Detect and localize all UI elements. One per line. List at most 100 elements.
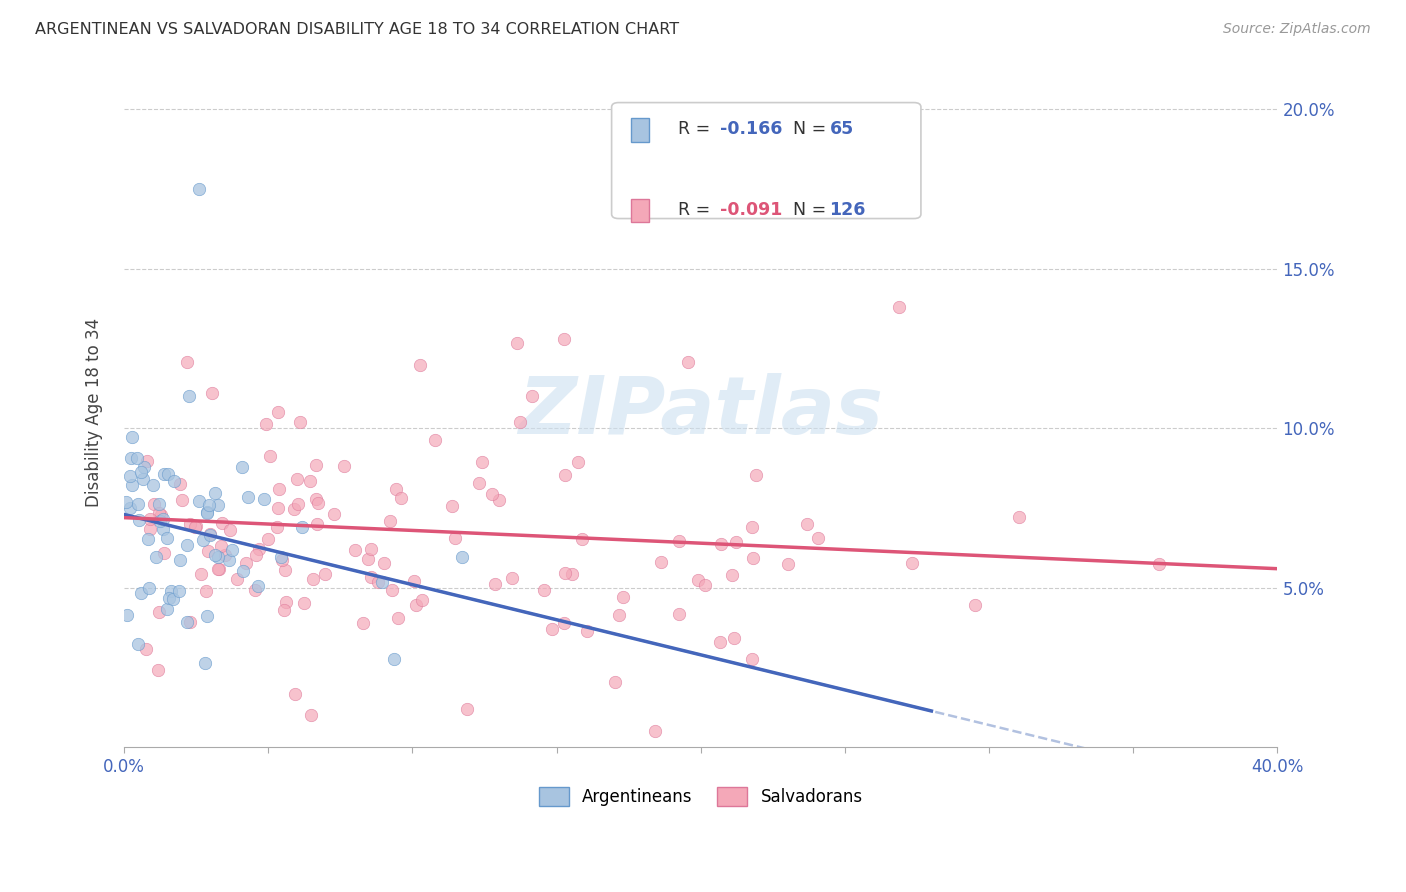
Point bbox=[148, 664, 170, 678]
Point bbox=[152, 512, 174, 526]
Point bbox=[121, 430, 143, 444]
Point bbox=[1008, 510, 1031, 524]
Point bbox=[408, 358, 430, 372]
Point bbox=[284, 688, 307, 702]
Point bbox=[129, 465, 152, 479]
Point bbox=[257, 533, 280, 547]
Point bbox=[148, 506, 170, 520]
Point bbox=[553, 616, 575, 631]
Point bbox=[142, 497, 165, 511]
Point bbox=[443, 531, 465, 545]
Point bbox=[741, 652, 763, 666]
Point bbox=[283, 502, 305, 516]
Point bbox=[198, 526, 221, 541]
Point bbox=[273, 602, 295, 616]
Point bbox=[259, 449, 281, 463]
Point bbox=[132, 472, 155, 486]
Point bbox=[741, 520, 763, 534]
Point bbox=[232, 564, 254, 578]
Point bbox=[505, 335, 527, 350]
Point bbox=[561, 567, 583, 582]
Point bbox=[204, 548, 226, 562]
Point bbox=[571, 532, 593, 546]
Point bbox=[209, 539, 232, 553]
Point bbox=[138, 522, 160, 536]
Point bbox=[221, 543, 243, 558]
Point bbox=[270, 553, 292, 567]
Text: R =: R = bbox=[678, 120, 716, 138]
Point bbox=[352, 615, 374, 630]
Text: -0.091: -0.091 bbox=[720, 201, 782, 219]
Point bbox=[156, 467, 179, 481]
Point bbox=[387, 611, 409, 625]
Point bbox=[169, 553, 191, 567]
Point bbox=[405, 598, 427, 612]
Point bbox=[184, 519, 207, 533]
Point bbox=[451, 549, 474, 564]
Text: Source: ZipAtlas.com: Source: ZipAtlas.com bbox=[1223, 22, 1371, 37]
Point bbox=[305, 517, 328, 532]
Point bbox=[710, 537, 733, 551]
Point bbox=[287, 497, 309, 511]
Point bbox=[304, 458, 326, 472]
Point bbox=[668, 534, 690, 549]
Point bbox=[308, 496, 330, 510]
Point bbox=[253, 492, 276, 507]
Point bbox=[554, 467, 576, 482]
Point bbox=[184, 520, 207, 534]
Point bbox=[231, 459, 253, 474]
Point bbox=[194, 656, 217, 670]
Point bbox=[554, 566, 576, 581]
Point bbox=[267, 501, 290, 516]
Point bbox=[501, 571, 523, 585]
Point bbox=[179, 516, 201, 531]
Point bbox=[441, 499, 464, 513]
Point bbox=[148, 605, 170, 619]
Point bbox=[245, 583, 267, 598]
Point bbox=[267, 482, 290, 496]
Point bbox=[381, 582, 404, 597]
Point bbox=[360, 570, 382, 584]
Point bbox=[963, 598, 986, 612]
Point bbox=[378, 514, 401, 528]
Point bbox=[246, 579, 269, 593]
Point bbox=[120, 450, 142, 465]
Point bbox=[120, 469, 142, 483]
Point bbox=[385, 483, 408, 497]
Point bbox=[373, 556, 395, 570]
Point bbox=[285, 472, 308, 486]
Point bbox=[567, 455, 589, 469]
Point bbox=[115, 607, 138, 622]
Point bbox=[142, 478, 165, 492]
Point bbox=[179, 615, 201, 629]
Point bbox=[149, 514, 172, 528]
Point bbox=[360, 541, 382, 556]
Point bbox=[402, 574, 425, 588]
Y-axis label: Disability Age 18 to 34: Disability Age 18 to 34 bbox=[86, 318, 103, 507]
Point bbox=[145, 550, 167, 565]
Point bbox=[195, 506, 218, 520]
Point bbox=[208, 562, 231, 576]
Point bbox=[305, 491, 328, 506]
Point bbox=[468, 476, 491, 491]
Point bbox=[291, 520, 314, 534]
Point bbox=[423, 434, 446, 448]
Point bbox=[195, 583, 218, 598]
Point bbox=[1147, 558, 1170, 572]
Point bbox=[190, 566, 212, 581]
Point bbox=[299, 708, 322, 723]
Text: 65: 65 bbox=[830, 120, 853, 138]
Point bbox=[172, 492, 194, 507]
Point bbox=[607, 607, 630, 622]
Point bbox=[153, 546, 176, 560]
Point bbox=[806, 531, 828, 545]
Legend: Argentineans, Salvadorans: Argentineans, Salvadorans bbox=[531, 780, 869, 813]
Point bbox=[152, 522, 174, 536]
Point bbox=[135, 454, 157, 468]
Point bbox=[115, 495, 138, 509]
Point bbox=[214, 548, 236, 562]
Point bbox=[176, 355, 198, 369]
Point bbox=[127, 450, 149, 465]
Text: ZIPatlas: ZIPatlas bbox=[519, 374, 883, 451]
Point bbox=[778, 557, 800, 571]
